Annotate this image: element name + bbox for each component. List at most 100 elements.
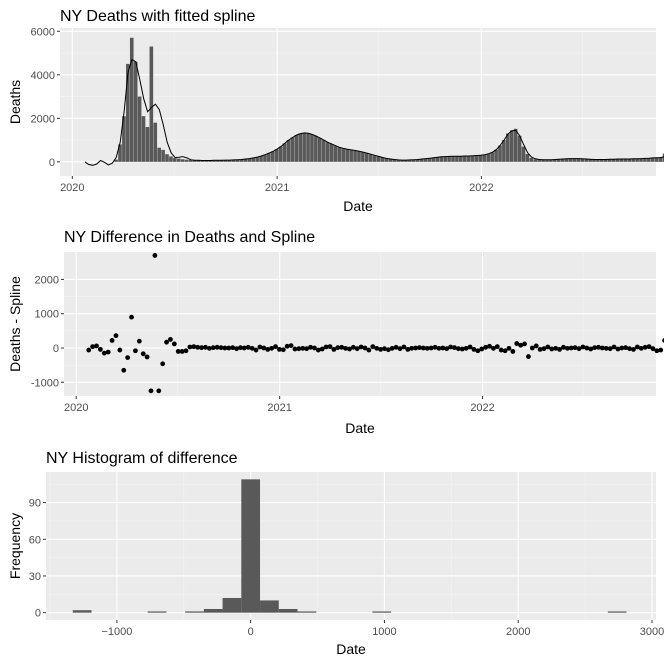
deaths-bar bbox=[259, 155, 263, 162]
difference-point bbox=[557, 346, 562, 352]
difference-point bbox=[623, 345, 629, 351]
difference-point bbox=[206, 345, 212, 351]
difference-point bbox=[308, 344, 313, 350]
difference-point bbox=[136, 338, 142, 344]
deaths-bar bbox=[423, 158, 428, 162]
difference-point bbox=[553, 345, 559, 351]
deaths-bar bbox=[584, 159, 588, 162]
deaths-bar bbox=[662, 153, 664, 162]
difference-point bbox=[148, 388, 154, 394]
deaths-bar bbox=[580, 158, 585, 162]
deaths-bar bbox=[631, 158, 635, 162]
difference-point bbox=[133, 348, 138, 354]
deaths-bar bbox=[145, 127, 150, 162]
difference-point bbox=[596, 344, 601, 350]
difference-point bbox=[420, 345, 426, 351]
deaths-bar bbox=[572, 158, 577, 162]
difference-point bbox=[315, 347, 321, 353]
difference-point bbox=[619, 345, 625, 351]
deaths-bar bbox=[247, 158, 252, 162]
difference-point bbox=[397, 346, 403, 352]
difference-point bbox=[226, 345, 232, 351]
difference-point bbox=[634, 344, 640, 350]
deaths-bar bbox=[443, 156, 447, 162]
deaths-bar bbox=[408, 159, 412, 162]
difference-point bbox=[378, 346, 383, 352]
difference-x-tick-label: 2020 bbox=[64, 402, 88, 414]
histogram-x-tick-label: 1000 bbox=[372, 626, 396, 638]
difference-point bbox=[545, 344, 551, 350]
difference-point bbox=[230, 345, 236, 351]
histogram-chart-y-ticks: 0 30 60 90 bbox=[29, 498, 46, 620]
deaths-bar bbox=[255, 157, 259, 162]
difference-point bbox=[125, 355, 131, 360]
difference-point bbox=[312, 345, 317, 351]
difference-point bbox=[327, 344, 333, 350]
deaths-bar bbox=[545, 159, 549, 162]
deaths-bar bbox=[392, 159, 397, 162]
difference-point bbox=[222, 345, 228, 351]
difference-point bbox=[487, 343, 492, 349]
deaths-bar bbox=[509, 130, 514, 162]
deaths-bar bbox=[502, 140, 506, 162]
difference-point bbox=[436, 345, 442, 351]
deaths-bar bbox=[537, 159, 541, 162]
deaths-x-tick-label: 2020 bbox=[60, 182, 84, 194]
deaths-x-tick-label: 2022 bbox=[469, 182, 493, 194]
difference-point bbox=[382, 346, 387, 352]
difference-point bbox=[483, 344, 489, 350]
histogram-x-tick-label: 0 bbox=[248, 626, 254, 638]
deaths-bar bbox=[650, 157, 655, 162]
difference-point bbox=[296, 346, 302, 352]
difference-point bbox=[417, 345, 422, 351]
deaths-chart-y-ticks: 0 2000 4000 6000 bbox=[31, 26, 60, 169]
deaths-bar bbox=[161, 149, 165, 162]
deaths-bar bbox=[513, 128, 518, 162]
difference-point bbox=[642, 344, 648, 350]
difference-point bbox=[261, 345, 267, 351]
histogram-bar bbox=[147, 611, 167, 613]
difference-point bbox=[249, 345, 255, 351]
deaths-bar bbox=[243, 159, 248, 162]
difference-point bbox=[498, 347, 504, 353]
deaths-bar bbox=[600, 159, 604, 162]
deaths-bar bbox=[298, 133, 303, 162]
difference-point bbox=[300, 345, 306, 351]
difference-point bbox=[160, 361, 166, 367]
deaths-bar bbox=[529, 157, 534, 162]
deaths-bar bbox=[310, 134, 314, 162]
deaths-bar bbox=[200, 160, 205, 162]
difference-point bbox=[650, 346, 656, 352]
histogram-bar bbox=[185, 611, 204, 613]
difference-point bbox=[576, 346, 582, 352]
difference-point bbox=[284, 343, 290, 349]
deaths-bar bbox=[533, 159, 538, 162]
difference-point bbox=[389, 345, 395, 351]
difference-point bbox=[440, 345, 446, 351]
difference-point bbox=[385, 347, 391, 353]
difference-point bbox=[168, 337, 173, 342]
difference-point bbox=[572, 345, 578, 351]
deaths-bar bbox=[333, 145, 338, 162]
difference-point bbox=[350, 344, 356, 350]
difference-point bbox=[455, 346, 461, 352]
difference-y-tick-label: 2000 bbox=[35, 274, 59, 286]
histogram-bar bbox=[607, 611, 627, 613]
difference-point bbox=[175, 349, 181, 354]
difference-point bbox=[292, 346, 298, 352]
difference-point bbox=[288, 343, 294, 348]
deaths-bar bbox=[137, 96, 142, 162]
deaths-bar bbox=[517, 135, 522, 162]
deaths-bar bbox=[220, 160, 224, 162]
difference-point bbox=[319, 346, 325, 352]
deaths-bar bbox=[603, 159, 608, 162]
difference-point bbox=[568, 345, 574, 351]
deaths-bar bbox=[459, 156, 463, 162]
difference-point bbox=[183, 348, 189, 354]
deaths-bar bbox=[474, 155, 479, 162]
deaths-bar bbox=[165, 154, 169, 162]
histogram-chart: NY Histogram of difference 0 30 60 90 −1000… bbox=[7, 450, 664, 657]
deaths-chart-title: NY Deaths with fitted spline bbox=[60, 8, 255, 25]
deaths-bar bbox=[435, 157, 440, 162]
